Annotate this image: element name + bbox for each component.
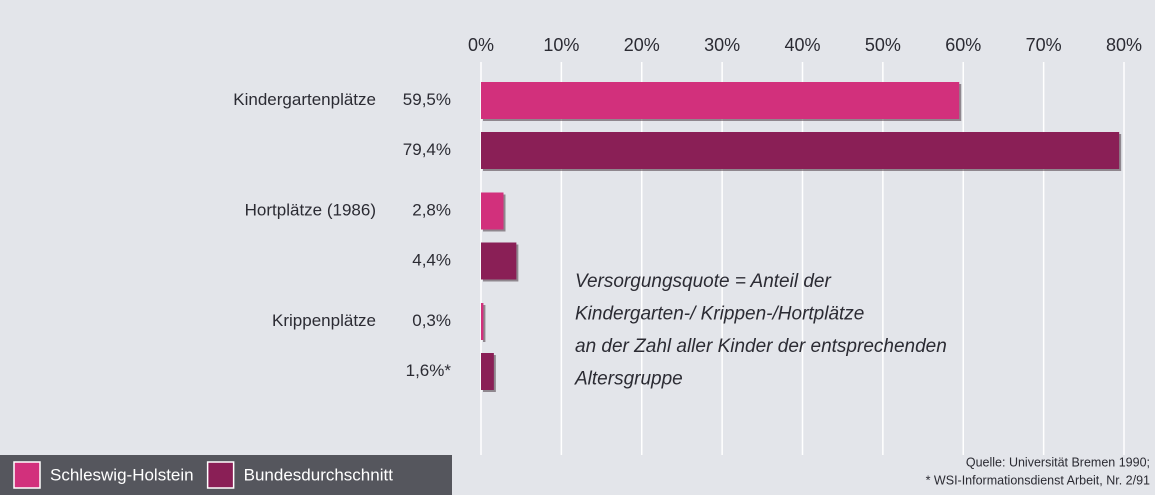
x-tick-label: 30% (704, 35, 740, 55)
x-tick-label: 10% (543, 35, 579, 55)
annotation: an der Zahl aller Kinder der entsprechen… (575, 336, 947, 357)
x-tick-label: 50% (865, 35, 901, 55)
value-label: 4,4% (412, 250, 451, 269)
bar (481, 242, 517, 280)
legend-swatch (13, 461, 41, 489)
annotation: Kindergarten-/ Krippen-/Hortplätze (575, 304, 864, 325)
value-label: 59,5% (403, 90, 451, 109)
legend-swatch (206, 461, 235, 489)
value-label: 2,8% (412, 200, 451, 219)
source: Quelle: Universität Bremen 1990; (966, 455, 1150, 469)
source: * WSI-Informationsdienst Arbeit, Nr. 2/9… (926, 473, 1150, 487)
bar (481, 192, 504, 230)
legend-label: Schleswig-Holstein (50, 465, 194, 484)
category-label: Hortplätze (1986) (245, 200, 376, 219)
x-tick-label: 80% (1106, 35, 1142, 55)
bar (481, 82, 960, 119)
category-label: Kindergartenplätze (233, 90, 376, 109)
value-label: 1,6%* (406, 361, 452, 380)
category-label: Krippenplätze (272, 311, 376, 330)
value-label: 0,3% (412, 311, 451, 330)
bar (481, 303, 484, 340)
legend-label: Bundesdurchschnitt (244, 465, 394, 484)
x-tick-label: 70% (1026, 35, 1062, 55)
bar (481, 353, 494, 390)
x-tick-label: 20% (624, 35, 660, 55)
x-tick-label: 0% (468, 35, 494, 55)
x-tick-label: 60% (945, 35, 981, 55)
value-label: 79,4% (403, 140, 451, 159)
bar (481, 132, 1120, 169)
bar-shadow (483, 305, 486, 342)
annotation: Versorgungsquote = Anteil der (575, 271, 831, 292)
x-tick-label: 40% (784, 35, 820, 55)
annotation: Altersgruppe (574, 369, 683, 390)
